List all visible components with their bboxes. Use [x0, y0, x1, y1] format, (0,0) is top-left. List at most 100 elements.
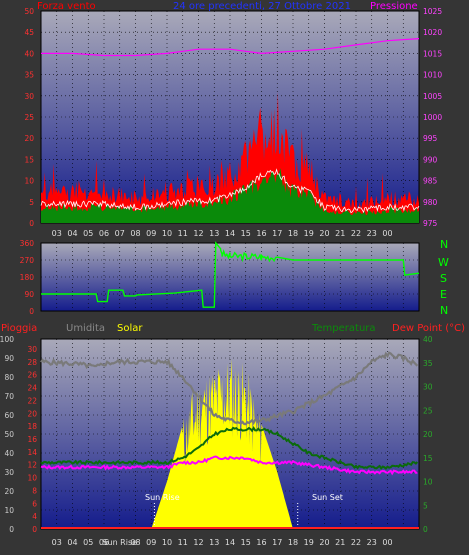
x-tick-label: 19	[304, 229, 314, 238]
y-tick-label: 1000	[423, 113, 442, 122]
y-tick-label: 30	[27, 345, 37, 354]
y-tick-label: 50	[4, 430, 14, 439]
x-tick-label: 14	[225, 538, 235, 547]
y-tick-label: 35	[423, 359, 433, 368]
y-tick-label: 20	[4, 487, 14, 496]
x-tick-label: 04	[67, 538, 77, 547]
y-tick-label: 0	[29, 219, 34, 228]
x-tick-label: 13	[209, 229, 219, 238]
x-tick-label: 18	[288, 229, 298, 238]
x-tick-label: 13	[209, 538, 219, 547]
sunset-label: Sun Set	[312, 493, 343, 502]
sunrise-label: Sun Rise	[145, 493, 180, 502]
x-tick-label: 16	[256, 538, 266, 547]
x-tick-label: 23	[367, 229, 377, 238]
y-tick-label: 35	[24, 71, 34, 80]
y-tick-label: 30	[4, 468, 14, 477]
compass-n-top: N	[440, 238, 448, 251]
x-tick-label: 12	[193, 229, 203, 238]
y-tick-label: 990	[423, 155, 438, 164]
solar-label: Solar	[117, 323, 143, 334]
x-tick-label: 15	[241, 538, 251, 547]
y-tick-label: 90	[24, 290, 34, 299]
y-tick-label: 25	[24, 113, 34, 122]
x-tick-label: 00	[382, 229, 392, 238]
y-tick-label: 40	[423, 335, 433, 344]
y-tick-label: 16	[27, 435, 37, 444]
dewpoint-line	[40, 455, 418, 476]
x-tick-label: 04	[67, 229, 77, 238]
y-tick-label: 1005	[423, 92, 442, 101]
x-tick-label: 21	[335, 229, 345, 238]
x-tick-label: 06	[99, 229, 109, 238]
x-tick-label: 07	[115, 229, 125, 238]
x-tick-label: 11	[178, 538, 188, 547]
pressure-line	[41, 38, 420, 57]
y-tick-label: 26	[27, 371, 37, 380]
y-tick-label: 1025	[423, 7, 442, 16]
temperature-line	[40, 426, 419, 470]
y-tick-label: 360	[20, 239, 35, 248]
y-tick-label: 270	[20, 256, 35, 265]
y-tick-label: 0	[29, 307, 34, 316]
y-tick-label: 45	[24, 28, 34, 37]
direction-axes: 0 90 180 270 360	[20, 239, 35, 316]
x-tick-label: 19	[304, 538, 314, 547]
dew-label: Dew Point (°C)	[392, 323, 465, 334]
x-tick-label: 05	[83, 229, 93, 238]
humidity-line	[40, 351, 419, 426]
pressure-label: Pressione	[370, 1, 418, 12]
y-tick-label: 975	[423, 219, 438, 228]
x-tick-label: Sun Rise	[102, 538, 137, 547]
x-tick-label: 21	[335, 538, 345, 547]
temp-axes: 0102030405060708090100046810121416182022…	[0, 335, 433, 547]
y-tick-label: 30	[423, 383, 433, 392]
y-tick-label: 80	[4, 373, 14, 382]
wind-axes: 0510152025303540455097598098599099510001…	[24, 7, 442, 238]
x-tick-label: 20	[319, 229, 329, 238]
x-tick-label: 18	[288, 538, 298, 547]
x-tick-label: 09	[146, 538, 156, 547]
x-tick-label: 12	[193, 538, 203, 547]
solar-area	[151, 358, 293, 529]
compass-e: E	[440, 288, 447, 301]
x-tick-label: 22	[351, 538, 361, 547]
y-tick-label: 4	[32, 512, 37, 521]
wind-series	[40, 38, 420, 223]
x-tick-label: 03	[52, 229, 62, 238]
x-tick-label: 22	[351, 229, 361, 238]
y-tick-label: 20	[24, 134, 34, 143]
y-tick-label: 1010	[423, 71, 442, 80]
x-tick-label: 15	[241, 229, 251, 238]
y-tick-label: 12	[27, 461, 37, 470]
wind-avg-line	[40, 168, 420, 214]
y-tick-label: 0	[423, 525, 428, 534]
x-tick-label: 17	[272, 538, 282, 547]
y-tick-label: 28	[27, 358, 37, 367]
rain-label: Pioggia	[1, 323, 37, 334]
y-tick-label: 180	[20, 273, 35, 282]
x-tick-label: 17	[272, 229, 282, 238]
wind-direction-line	[41, 241, 420, 308]
compass-s: S	[440, 272, 447, 285]
x-tick-label: 00	[382, 538, 392, 547]
temp-series	[40, 351, 419, 529]
wind-avg-area	[41, 168, 419, 223]
y-tick-label: 10	[24, 177, 34, 186]
y-tick-label: 40	[4, 449, 14, 458]
y-tick-label: 50	[24, 7, 34, 16]
y-tick-label: 995	[423, 134, 438, 143]
chart-title: 24 ore precedenti, 27 Ottobre 2021	[173, 1, 351, 12]
x-tick-label: 08	[130, 538, 140, 547]
x-tick-label: 14	[225, 229, 235, 238]
y-tick-label: 20	[423, 430, 433, 439]
y-tick-label: 20	[27, 409, 37, 418]
y-tick-label: 5	[29, 198, 34, 207]
x-tick-label: 23	[367, 538, 377, 547]
y-tick-label: 24	[27, 384, 37, 393]
x-tick-label: 03	[52, 538, 62, 547]
y-tick-label: 5	[423, 501, 428, 510]
temp-label: Temperatura	[311, 323, 376, 334]
y-tick-label: 60	[4, 411, 14, 420]
